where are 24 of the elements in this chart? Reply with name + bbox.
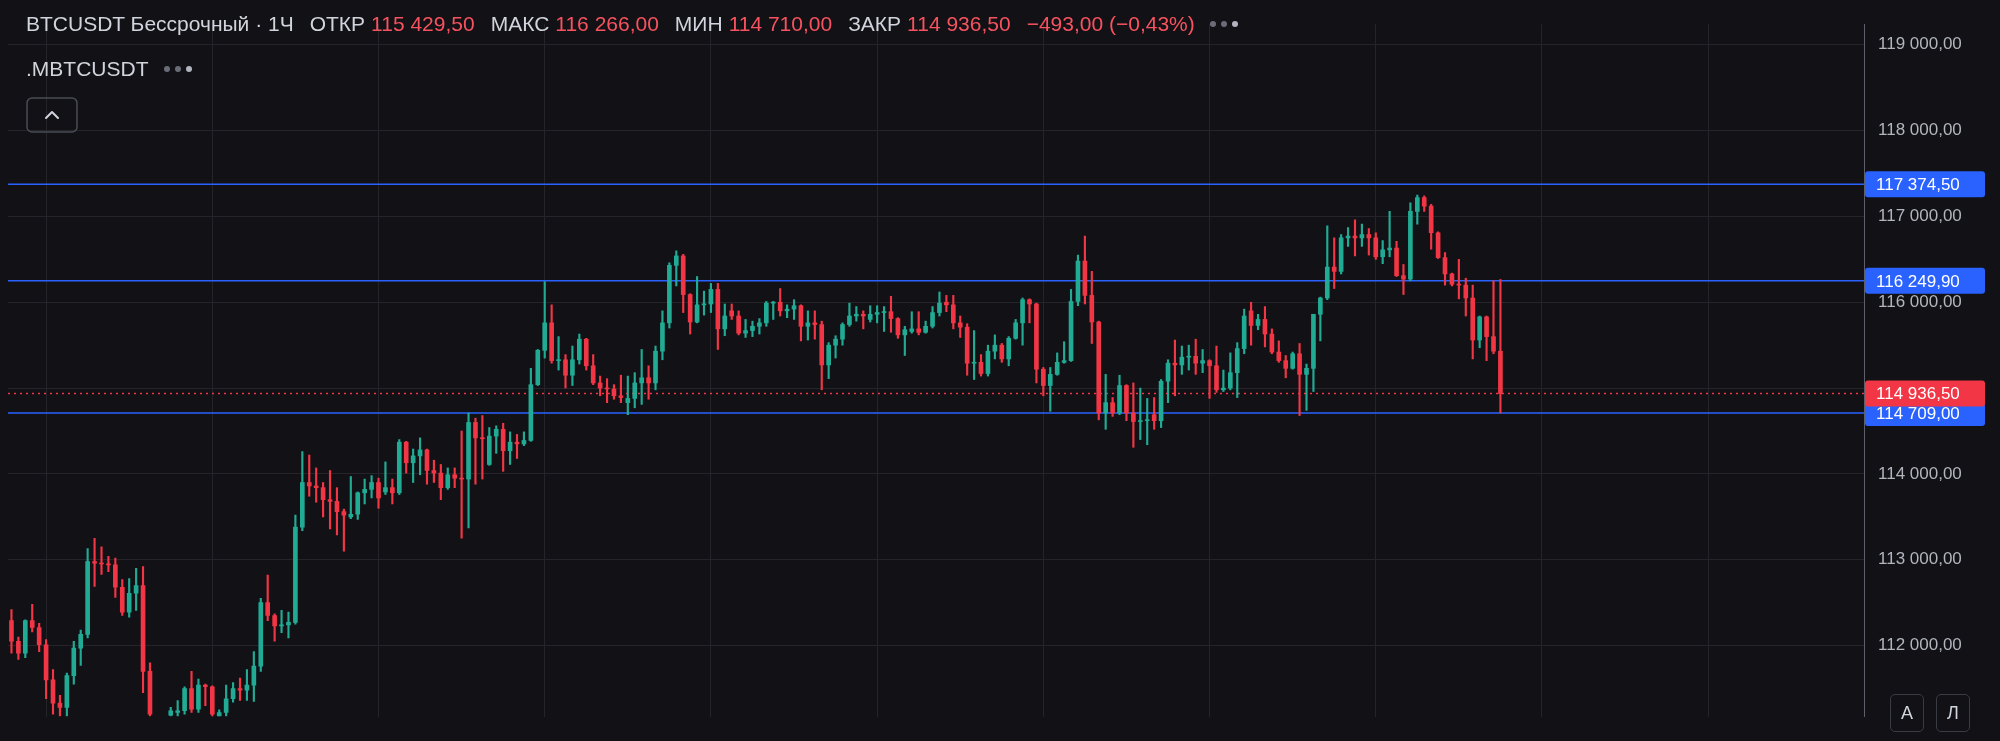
chart-title: BTCUSDT Бессрочный · 1Ч xyxy=(26,12,294,36)
ref-line-label: 114 709,00 xyxy=(1876,403,1960,423)
y-tick-label: 112 000,00 xyxy=(1878,635,1962,655)
annotation: 116 266,00 xyxy=(555,12,659,36)
annotation: .MBTCUSDT xyxy=(26,57,149,81)
y-tick-label: 114 000,00 xyxy=(1878,463,1962,483)
ref-line-label: 116 249,90 xyxy=(1876,271,1960,291)
ref-line-label: 114 936,50 xyxy=(1876,384,1960,404)
annotation: МИН xyxy=(674,12,723,36)
text: A xyxy=(1890,694,1924,732)
y-tick-label: 116 000,00 xyxy=(1878,291,1962,311)
y-tick-label: 118 000,00 xyxy=(1878,120,1962,140)
annotation: 114 710,00 xyxy=(728,12,833,36)
y-tick-label: 113 000,00 xyxy=(1878,549,1962,569)
annotation: МАКС xyxy=(490,12,550,36)
text: Л xyxy=(1936,694,1970,732)
annotation: −493,00 (−0,43%) xyxy=(1026,12,1195,36)
y-tick-label: 119 000,00 xyxy=(1878,34,1962,54)
ref-line-label: 117 374,50 xyxy=(1876,174,1960,194)
annotation: ЗАКР xyxy=(848,12,902,36)
annotation: ОТКР xyxy=(309,12,366,36)
annotation: 114 936,50 xyxy=(907,12,1011,36)
y-tick-label: 117 000,00 xyxy=(1878,206,1962,226)
annotation: 115 429,50 xyxy=(371,12,475,36)
